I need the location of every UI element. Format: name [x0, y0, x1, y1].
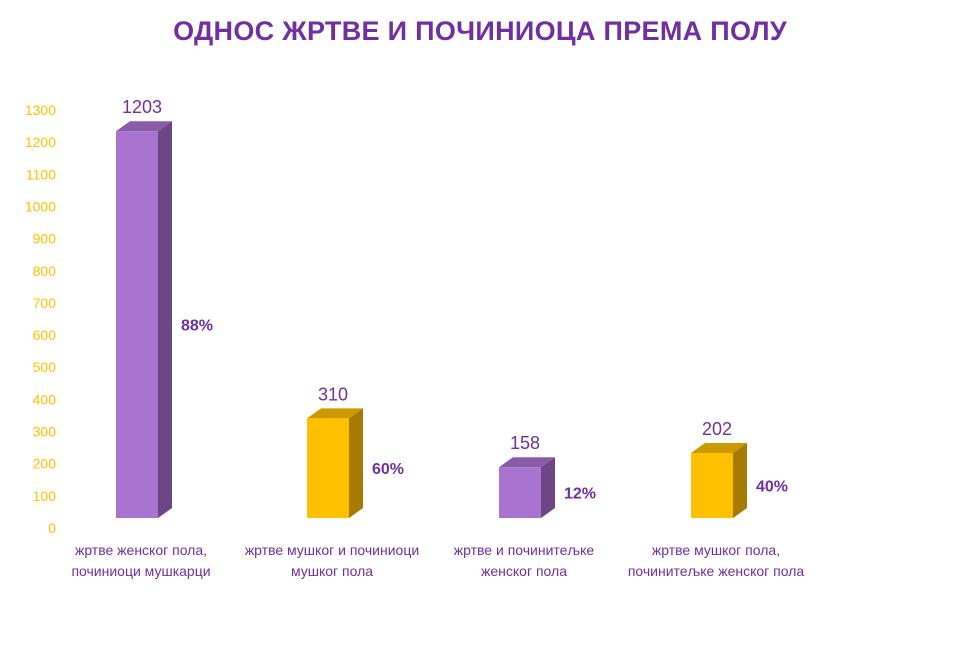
y-tick-label: 600 — [33, 327, 57, 343]
category-label: жртве мушког и починиоци мушког пола — [244, 542, 420, 579]
y-tick-label: 300 — [33, 424, 57, 440]
bar-side — [733, 443, 747, 518]
value-label: 158 — [510, 433, 540, 453]
y-tick-label: 1200 — [25, 134, 56, 150]
percent-label: 40% — [756, 479, 788, 496]
bar-top — [116, 121, 172, 132]
y-tick-label: 0 — [48, 520, 56, 536]
y-tick-label: 100 — [33, 488, 57, 504]
y-tick-label: 1100 — [26, 166, 56, 182]
y-tick-label: 200 — [33, 456, 57, 472]
bar — [307, 418, 349, 518]
bar — [499, 467, 541, 518]
y-tick-label: 800 — [33, 263, 57, 279]
y-tick-label: 500 — [33, 359, 57, 375]
value-label: 202 — [702, 419, 732, 439]
bar-side — [541, 457, 555, 518]
bar-top — [691, 443, 747, 454]
category-label: жртве мушког пола, починитељке женског п… — [627, 542, 805, 579]
category-label: жртве и починитељке женског пола — [453, 542, 595, 579]
bar — [691, 453, 733, 518]
bar-top — [307, 408, 363, 419]
bar-top — [499, 457, 555, 468]
percent-label: 88% — [181, 318, 213, 335]
bar — [116, 131, 158, 519]
y-tick-label: 700 — [33, 295, 57, 311]
percent-label: 60% — [372, 461, 404, 478]
y-tick-label: 900 — [33, 231, 57, 247]
chart-title: ОДНОС ЖРТВЕ И ПОЧИНИОЦА ПРЕМА ПОЛУ — [173, 16, 787, 46]
value-label: 310 — [318, 384, 348, 404]
bar-side — [158, 121, 172, 518]
value-label: 1203 — [122, 97, 162, 117]
y-tick-label: 400 — [33, 391, 57, 407]
percent-label: 12% — [564, 486, 596, 503]
y-tick-label: 1300 — [25, 102, 56, 118]
bar-side — [349, 408, 363, 518]
category-label: жртве женског пола, починиоци мушкарци — [71, 542, 211, 579]
y-tick-label: 1000 — [25, 198, 56, 214]
